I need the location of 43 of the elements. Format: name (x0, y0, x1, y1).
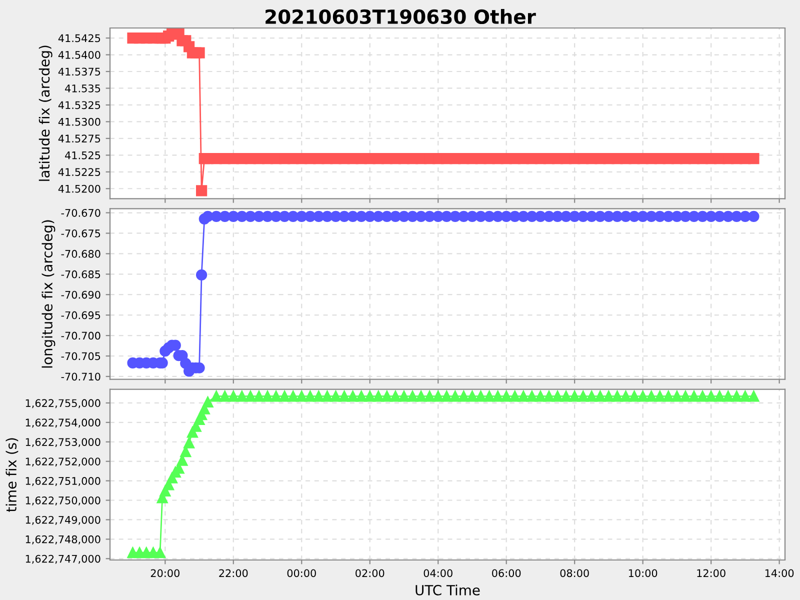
y-axis-title: longitude fix (arcdeg) (42, 220, 56, 368)
y-tick-label: 41.5200 (58, 184, 100, 193)
y-tick-label: 1,622,748,000 (26, 535, 100, 544)
y-tick-label: 41.5400 (58, 51, 100, 59)
x-tick-label: 04:00 (424, 569, 452, 578)
y-tick-label: 1,622,752,000 (26, 458, 100, 467)
x-tick-label: 22:00 (219, 569, 248, 578)
chart-title: 20210603T190630 Other (266, 9, 536, 24)
y-tick-label: 41.5300 (58, 118, 100, 126)
x-tick-label: 10:00 (628, 569, 658, 578)
y-tick-label: 1,622,747,000 (26, 554, 100, 564)
y-tick-label: 41.5275 (58, 134, 100, 143)
y-tick-label: 41.5375 (58, 68, 100, 76)
y-tick-label: -70.700 (61, 332, 100, 340)
y-tick-label: 1,622,749,000 (26, 516, 100, 525)
y-tick-label: 1,622,755,000 (26, 399, 100, 408)
x-tick-label: 02:00 (356, 569, 384, 578)
y-tick-label: 41.5425 (58, 34, 100, 42)
y-axis-title: time fix (s) (6, 438, 18, 512)
y-tick-label: -70.695 (61, 311, 100, 320)
x-tick-label: 20:00 (150, 569, 180, 578)
y-tick-label: -70.670 (61, 208, 100, 217)
y-tick-label: 41.5325 (58, 101, 100, 110)
y-tick-label: 1,622,751,000 (26, 477, 100, 486)
y-tick-label: -70.710 (61, 372, 100, 381)
y-tick-label: 41.525 (65, 151, 100, 160)
x-tick-label: 14:00 (765, 569, 794, 578)
x-tick-label: 08:00 (560, 569, 589, 578)
y-tick-label: 41.535 (65, 84, 100, 92)
x-tick-label: 00:00 (287, 569, 316, 578)
y-tick-label: -70.685 (61, 270, 100, 278)
y-tick-label: -70.675 (61, 229, 100, 238)
y-axis-title: latitude fix (arcdeg) (38, 46, 52, 181)
y-tick-label: 1,622,750,000 (26, 496, 100, 506)
y-tick-label: 41.5225 (58, 168, 100, 176)
y-tick-label: 1,622,753,000 (26, 438, 100, 448)
x-tick-label: 06:00 (492, 569, 521, 578)
y-tick-label: -70.705 (61, 352, 100, 360)
y-tick-label: -70.690 (61, 290, 100, 299)
x-axis-title: UTC Time (416, 584, 480, 596)
x-tick-label: 12:00 (697, 569, 726, 578)
y-tick-label: -70.680 (61, 250, 100, 258)
y-tick-label: 1,622,754,000 (26, 418, 100, 428)
